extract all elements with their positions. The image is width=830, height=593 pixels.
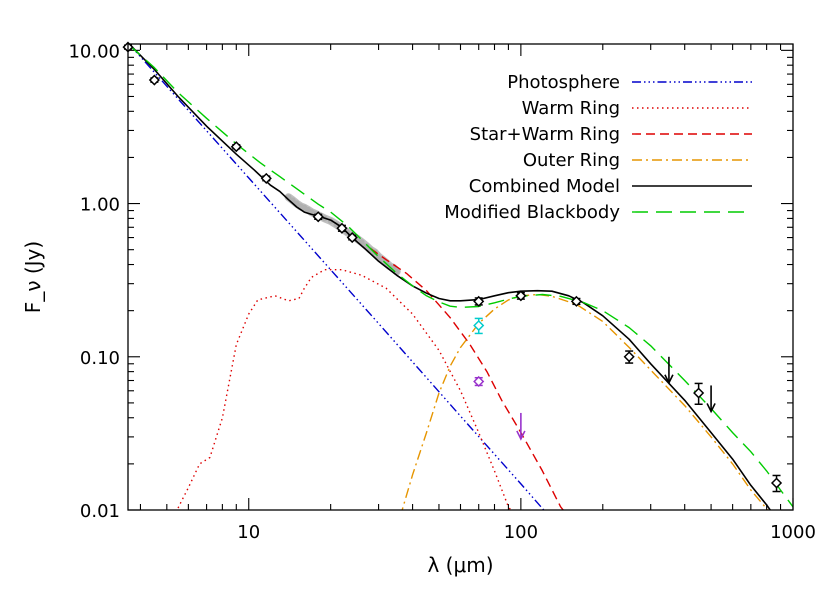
data-point [473,295,485,307]
legend-label: Combined Model [469,176,620,197]
y-tick-label: 1.00 [80,195,120,216]
data-point [312,211,324,223]
upper-limit-arrowhead [664,374,674,385]
data-point [473,319,485,332]
series-line [176,269,512,510]
x-tick-label: 1000 [770,522,816,543]
upper-limit-arrowhead [516,430,526,441]
data-point [570,295,582,307]
series-line [128,44,772,510]
series-line [128,44,545,510]
legend-label: Outer Ring [523,150,620,171]
series-line [401,293,769,510]
y-tick-label: 10.00 [68,41,120,62]
data-point [148,74,160,86]
data-point [260,172,272,184]
y-tick-label: 0.01 [80,501,120,522]
x-tick-label: 10 [237,522,260,543]
data-point [336,222,348,234]
x-axis-label: λ (μm) [427,553,493,577]
data-point [473,375,485,388]
tick-labels-layer: 10 100 1000 10.00 1.00 0.10 0.01 [68,41,815,543]
plot-data-layer [122,41,793,510]
x-tick-label: 100 [504,522,538,543]
clipped-data [128,44,793,510]
data-point [346,231,358,244]
y-axis-label: F_ν (Jy) [21,241,45,313]
legend-label: Star+Warm Ring [470,124,620,145]
legend-label: Warm Ring [522,98,620,119]
series-line [128,44,793,508]
series-line [369,247,565,510]
data-point [770,477,783,489]
data-point [515,290,527,302]
data-point [230,141,242,153]
y-tick-label: 0.10 [80,348,120,369]
upper-limit-arrowhead [706,403,716,414]
spectrum-band [284,193,401,276]
legend-label: Photosphere [507,72,620,93]
data-point [623,351,635,363]
legend: Photosphere Warm Ring Star+Warm Ring Outer … [444,72,752,223]
plot-frame [127,43,794,511]
tick-marks-layer [128,44,794,511]
data-point [693,387,705,399]
legend-label: Modified Blackbody [444,202,620,223]
